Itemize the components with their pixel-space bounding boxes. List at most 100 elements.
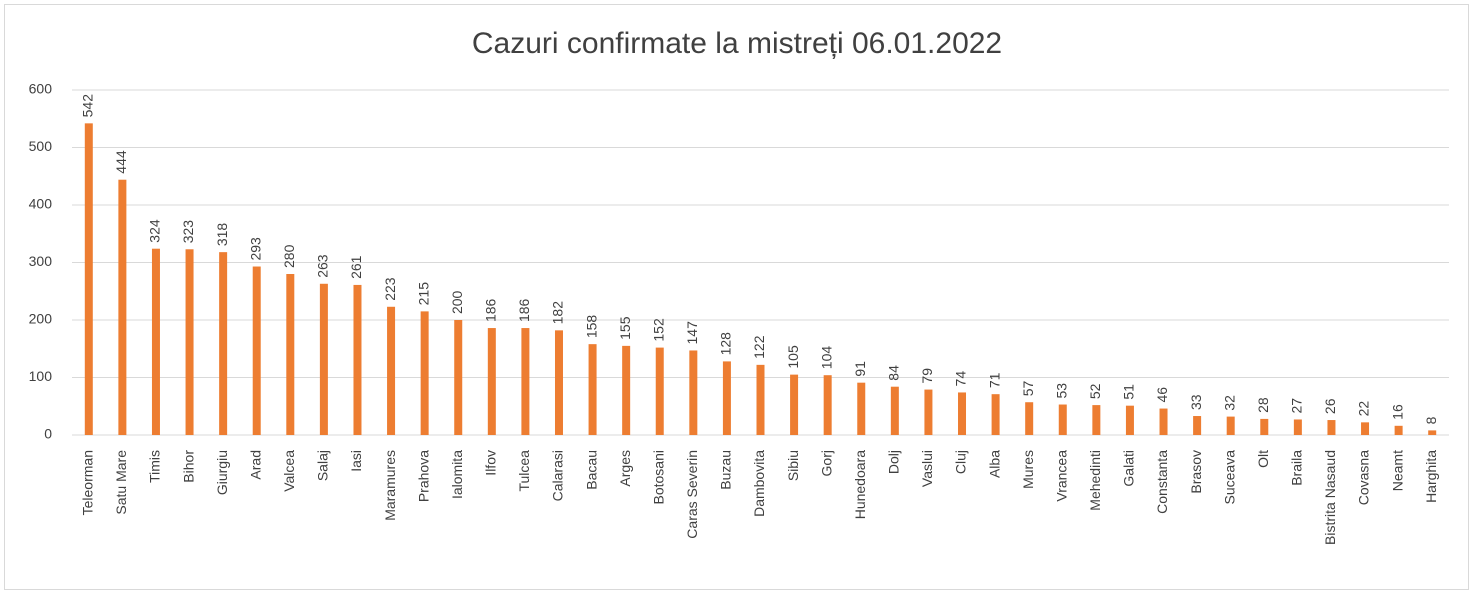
- bar: [1058, 404, 1067, 435]
- data-label: 128: [718, 332, 734, 356]
- data-label: 91: [852, 361, 868, 377]
- data-label: 46: [1154, 387, 1170, 403]
- data-label: 57: [1020, 380, 1036, 396]
- x-tick-label: Timis: [147, 450, 163, 483]
- x-tick-label: Botosani: [650, 450, 666, 504]
- x-tick-label: Caras Severin: [684, 450, 700, 539]
- bar: [622, 345, 631, 435]
- data-label: 200: [449, 290, 465, 314]
- bar: [454, 320, 463, 435]
- bar: [554, 330, 563, 435]
- x-tick-label: Buzau: [718, 450, 734, 490]
- bar: [84, 123, 93, 435]
- data-label: 74: [953, 371, 969, 387]
- bar: [185, 249, 194, 435]
- y-tick-label: 300: [29, 253, 53, 269]
- chart-border: [4, 4, 1469, 590]
- y-tick-label: 500: [29, 138, 53, 154]
- bar: [991, 394, 1000, 435]
- bar: [118, 179, 127, 435]
- x-tick-label: Salaj: [315, 450, 331, 481]
- bar: [1428, 430, 1437, 435]
- data-label: 293: [247, 237, 263, 261]
- bar: [1092, 405, 1101, 435]
- bar: [790, 374, 799, 435]
- data-label: 104: [818, 346, 834, 370]
- data-label: 32: [1221, 395, 1237, 411]
- y-tick-label: 400: [29, 196, 53, 212]
- x-tick-label: Sibiu: [785, 450, 801, 481]
- bar: [1260, 418, 1269, 435]
- x-tick-label: Arad: [247, 450, 263, 480]
- x-tick-label: Olt: [1255, 450, 1271, 468]
- x-tick-label: Alba: [986, 450, 1002, 478]
- x-tick-label: Hunedoara: [852, 450, 868, 519]
- data-label: 84: [886, 365, 902, 381]
- x-tick-label: Suceava: [1221, 450, 1237, 505]
- data-label: 147: [684, 321, 700, 345]
- x-tick-label: Prahova: [415, 450, 431, 502]
- data-label: 122: [751, 335, 767, 359]
- y-tick-label: 200: [29, 311, 53, 327]
- x-tick-label: Harghita: [1423, 450, 1439, 503]
- data-label: 53: [1053, 383, 1069, 399]
- bar: [1293, 419, 1302, 435]
- bar: [689, 350, 698, 435]
- x-tick-label: Giurgiu: [214, 450, 230, 495]
- bar: [1125, 405, 1134, 435]
- x-tick-label: Valcea: [281, 450, 297, 492]
- bar: [588, 344, 597, 435]
- x-tick-label: Braila: [1289, 450, 1305, 486]
- x-tick-label: Constanta: [1154, 450, 1170, 514]
- bar: [1025, 402, 1034, 435]
- x-tick-label: Dambovita: [751, 450, 767, 517]
- x-tick-label: Calarasi: [550, 450, 566, 501]
- x-tick-label: Mehedinti: [1087, 450, 1103, 511]
- bar: [487, 328, 496, 435]
- x-tick-label: Neamt: [1389, 450, 1405, 491]
- x-tick-label: Bistrita Nasaud: [1322, 450, 1338, 545]
- data-label: 26: [1322, 398, 1338, 414]
- bar: [252, 266, 261, 435]
- bar: [1226, 416, 1235, 435]
- data-label: 8: [1423, 416, 1439, 424]
- x-tick-label: Bacau: [583, 450, 599, 490]
- bar: [387, 306, 396, 435]
- data-label: 186: [483, 298, 499, 322]
- data-label: 51: [1121, 384, 1137, 400]
- data-label: 182: [550, 301, 566, 325]
- data-label: 215: [415, 282, 431, 306]
- x-tick-label: Vaslui: [919, 450, 935, 487]
- y-tick-label: 600: [29, 81, 53, 97]
- data-label: 158: [583, 315, 599, 339]
- data-label: 79: [919, 368, 935, 384]
- x-tick-label: Iasi: [348, 450, 364, 472]
- x-tick-label: Covasna: [1356, 450, 1372, 505]
- data-label: 52: [1087, 383, 1103, 399]
- bar: [151, 248, 160, 435]
- bar: [823, 375, 832, 435]
- x-tick-label: Gorj: [818, 450, 834, 476]
- data-label: 263: [315, 254, 331, 278]
- bar: [756, 364, 765, 435]
- x-tick-label: Bihor: [180, 450, 196, 483]
- bar: [924, 389, 933, 435]
- data-label: 323: [180, 220, 196, 244]
- data-label: 28: [1255, 397, 1271, 413]
- bar: [420, 311, 429, 435]
- bar: [857, 382, 866, 435]
- chart-title: Cazuri confirmate la mistreți 06.01.2022: [472, 27, 1002, 60]
- bar: [1193, 416, 1202, 435]
- data-label: 155: [617, 316, 633, 340]
- x-tick-label: Tulcea: [516, 450, 532, 492]
- bar: [1361, 422, 1370, 435]
- x-tick-label: Ialomita: [449, 450, 465, 499]
- x-tick-label: Vrancea: [1053, 450, 1069, 502]
- x-tick-label: Teleorman: [79, 450, 95, 515]
- bar: [286, 274, 295, 435]
- bar: [319, 283, 328, 435]
- bar: [1159, 408, 1168, 435]
- bar: [1327, 420, 1336, 435]
- x-tick-label: Dolj: [886, 450, 902, 474]
